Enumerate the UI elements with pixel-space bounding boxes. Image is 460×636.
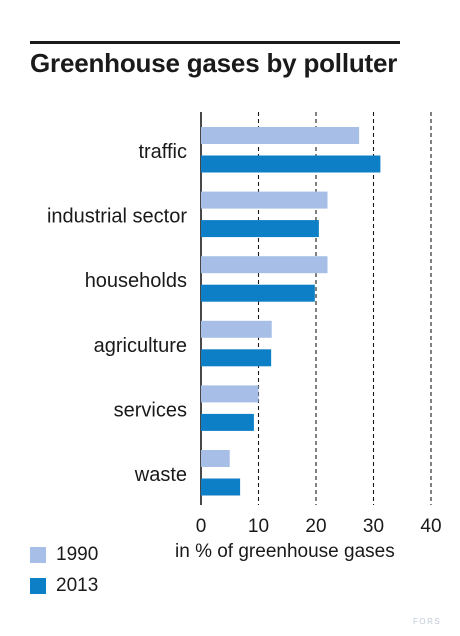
bar-traffic-2013	[201, 155, 381, 173]
bar-traffic-1990	[201, 127, 360, 144]
fors-logo: FORS	[413, 617, 442, 626]
bar-services-2013	[201, 413, 254, 431]
x-tick-label-20: 20	[305, 516, 326, 537]
bar-agriculture-1990	[201, 320, 272, 338]
legend-item-1990: 1990	[30, 543, 98, 567]
category-labels: traffic industrial sector households agricu…	[47, 141, 187, 486]
x-tick-label-10: 10	[248, 516, 269, 537]
legend-swatch-2013	[30, 578, 46, 594]
x-tick-label-40: 40	[420, 516, 441, 537]
legend-label-2013: 2013	[56, 575, 99, 596]
bar-households-2013	[201, 284, 315, 302]
category-label-industrial-sector: industrial sector	[47, 206, 187, 228]
x-tick-label-30: 30	[363, 516, 384, 537]
category-label-services: services	[114, 399, 187, 421]
chart-title: Greenhouse gases by polluter	[30, 48, 398, 78]
category-label-waste: waste	[134, 464, 187, 486]
title-rule	[30, 41, 400, 44]
category-label-households: households	[85, 270, 187, 292]
category-label-traffic: traffic	[138, 141, 187, 163]
bars	[201, 127, 381, 496]
gridlines	[200, 112, 432, 505]
x-tick-label-0: 0	[196, 516, 207, 537]
bar-services-1990	[201, 385, 259, 403]
legend-label-1990: 1990	[56, 544, 99, 565]
bar-households-1990	[201, 256, 328, 274]
legend-swatch-1990	[30, 547, 46, 563]
x-tick-labels: 0 10 20 30 40	[196, 516, 442, 537]
legend-item-2013: 2013	[30, 574, 98, 598]
bar-industrial-sector-2013	[201, 220, 319, 238]
bar-waste-1990	[201, 450, 230, 467]
bar-industrial-sector-1990	[201, 191, 328, 209]
x-axis-title: in % of greenhouse gases	[175, 541, 395, 562]
category-label-agriculture: agriculture	[94, 335, 187, 357]
bar-agriculture-2013	[201, 349, 272, 367]
bar-waste-2013	[201, 478, 241, 496]
